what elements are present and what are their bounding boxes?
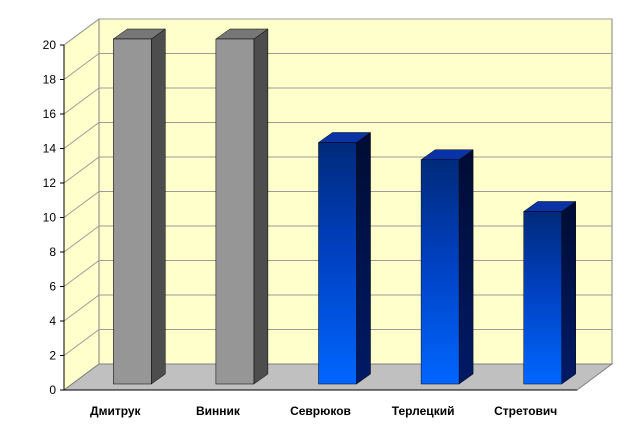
bar (317, 132, 372, 385)
y-tick-label: 16 (43, 107, 57, 121)
gridline (63, 87, 612, 115)
x-category-label: Стретович (494, 404, 557, 418)
y-tick-label: 0 (49, 383, 56, 397)
bar-front (215, 38, 255, 385)
bars (112, 28, 577, 385)
gridline (63, 53, 612, 80)
bar-side (151, 28, 166, 385)
axis-labels: 0 2 4 6 8 10 12 14 16 18 20 Дмитрук Винник Севрюков Те… (43, 38, 558, 418)
gridline (63, 18, 612, 46)
bar-front (420, 159, 460, 385)
y-tick-label: 12 (43, 176, 57, 190)
y-tick-label: 20 (43, 38, 57, 52)
y-tick-label: 14 (43, 142, 57, 156)
bar-side (458, 149, 474, 385)
y-tick-label: 2 (49, 349, 56, 363)
bar (522, 201, 577, 385)
bar-front (318, 142, 357, 385)
gridline (63, 122, 612, 149)
x-category-label: Винник (196, 404, 241, 418)
bar-front (113, 38, 152, 385)
bar (215, 28, 269, 385)
y-tick-label: 10 (43, 211, 57, 225)
bar-side (561, 201, 576, 385)
y-tick-label: 4 (49, 314, 56, 328)
y-tick-label: 18 (43, 73, 57, 87)
bar (420, 149, 474, 385)
bar-side (253, 28, 269, 385)
y-tick-label: 8 (49, 245, 56, 259)
x-category-label: Дмитрук (90, 404, 142, 418)
bar-front (523, 211, 562, 385)
x-category-label: Севрюков (290, 404, 351, 418)
x-category-label: Терлецкий (392, 404, 455, 418)
axes (60, 44, 577, 391)
y-tick-label: 6 (49, 280, 56, 294)
bar (112, 28, 167, 385)
bar-side (356, 132, 371, 385)
